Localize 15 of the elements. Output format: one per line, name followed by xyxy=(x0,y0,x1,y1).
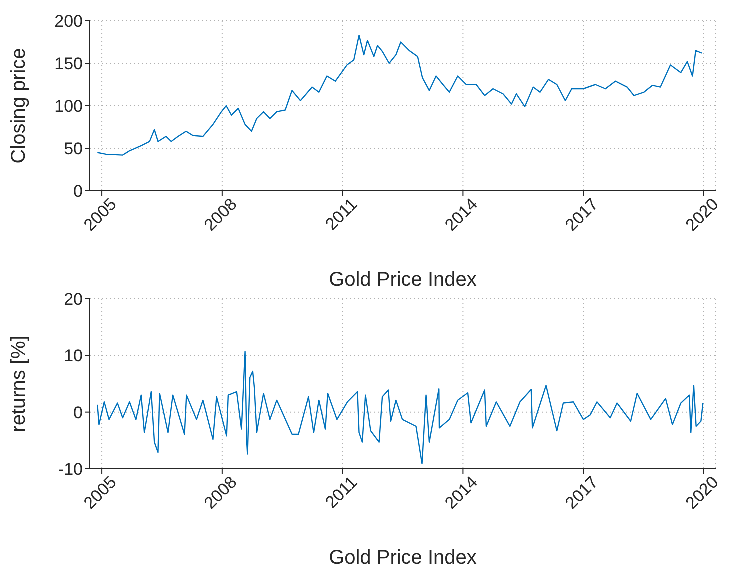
y-tick-label: 0 xyxy=(74,182,83,202)
y-tick-label: 100 xyxy=(54,97,83,116)
y-tick-label: 10 xyxy=(64,346,83,366)
y-tick-label: 150 xyxy=(54,54,83,74)
line-series xyxy=(97,351,704,464)
y-tick-label: -10 xyxy=(58,460,83,480)
y-tick-label: 200 xyxy=(54,12,83,32)
y-tick-label: 20 xyxy=(64,290,83,310)
y-axis-title: Closing price xyxy=(8,48,30,164)
y-tick-label: 50 xyxy=(64,140,83,159)
y-tick-label: 0 xyxy=(74,403,83,422)
y-axis-title: returns [%] xyxy=(8,336,30,432)
line-series xyxy=(97,34,703,156)
x-axis-title: Gold Price Index xyxy=(329,547,477,569)
x-axis-title: Gold Price Index xyxy=(329,269,477,291)
